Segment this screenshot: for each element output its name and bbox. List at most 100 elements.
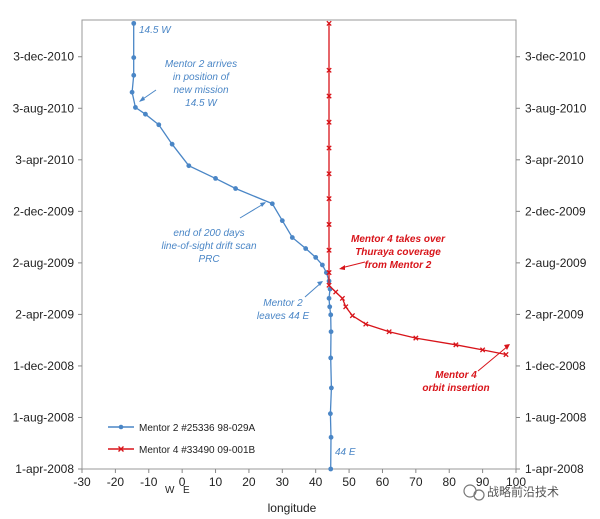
- mentor-2-point: [279, 218, 285, 224]
- series-mentor-2: [129, 20, 334, 472]
- mentor-2-point: [328, 355, 334, 361]
- mentor-2-point: [319, 262, 325, 268]
- mentor-4-point: [453, 342, 459, 348]
- annotation-takeover-3: from Mentor 2: [365, 260, 432, 271]
- y-tick-label-right: 1-dec-2008: [525, 359, 586, 373]
- mentor-2-point: [303, 246, 309, 251]
- mentor-4-point: [326, 20, 332, 27]
- annotation-44e-bottom: 44 E: [335, 447, 356, 458]
- legend-label-mentor-2: Mentor 2 #25336 98-029A: [139, 423, 256, 434]
- x-tick-label: 100: [506, 475, 526, 489]
- y-tick-label-left: 1-apr-2008: [15, 462, 74, 476]
- mentor-2-point: [328, 312, 334, 318]
- x-tick-label: 0: [179, 475, 186, 489]
- y-tick-label-right: 3-aug-2010: [525, 101, 587, 115]
- annotation-arrives-4: 14.5 W: [185, 98, 218, 109]
- y-tick-label-left: 2-dec-2009: [13, 204, 74, 218]
- arrowhead-mentor2-arrives: [139, 96, 145, 102]
- y-tick-label-left: 1-aug-2008: [13, 410, 75, 424]
- mentor-2-point: [143, 111, 148, 117]
- mentor-2-point: [213, 175, 218, 181]
- plot-area-frame: [81, 19, 517, 470]
- mentor-4-point: [326, 221, 332, 228]
- arrowhead-takes-over: [339, 265, 345, 270]
- mentor-4-point: [326, 196, 332, 202]
- annotation-takeover-2: Thuraya coverage: [355, 247, 441, 258]
- x-tick-label: 90: [476, 475, 490, 489]
- x-ticks: -30 -20 -10 0 10 20 30 40 50 60 70 80 90 100: [73, 469, 526, 489]
- mentor-4-point: [386, 329, 392, 335]
- annotation-takeover-1: Mentor 4 takes over: [351, 234, 446, 245]
- annotation-orbit-2: orbit insertion: [422, 383, 489, 394]
- mentor-2-point: [328, 329, 334, 335]
- mentor-4-point: [326, 93, 332, 99]
- y-tick-label-right: 3-apr-2010: [525, 153, 584, 167]
- watermark-text: 战略前沿技术: [487, 484, 559, 499]
- legend: Mentor 2 #25336 98-029A Mentor 4 #33490 …: [108, 423, 256, 456]
- mentor-2-point: [326, 295, 332, 301]
- x-axis-label: longitude: [268, 501, 317, 515]
- mentor-4-point: [326, 171, 332, 177]
- x-tick-label: -10: [140, 475, 158, 489]
- mentor-2-point: [328, 466, 334, 472]
- mentor-2-point: [327, 411, 333, 417]
- mentor-2-point: [131, 20, 137, 26]
- mentor-2-point: [269, 201, 275, 207]
- arrowhead-drift-scan: [260, 202, 266, 207]
- mentor-2-point: [129, 89, 135, 95]
- mentor-4-point: [349, 313, 356, 319]
- annotation-drift-3: PRC: [198, 254, 220, 265]
- x-tick-label: 80: [443, 475, 457, 489]
- annotation-14-5w-top: 14.5 W: [139, 25, 172, 36]
- y-ticks-left: 1-apr-2008 1-aug-2008 1-dec-2008 2-apr-2009…: [13, 50, 82, 476]
- east-label: E: [183, 485, 190, 496]
- watermark: 战略前沿技术: [463, 484, 559, 501]
- annotation-arrives-2: in position of: [173, 72, 230, 83]
- series-mentor-4: [326, 20, 509, 358]
- mentor-4-point: [333, 289, 339, 295]
- annotation-drift-2: line-of-sight drift scan: [161, 241, 256, 252]
- mentor-2-point: [131, 72, 137, 78]
- annotation-arrives-3: new mission: [173, 85, 228, 96]
- annotation-leaves-1: Mentor 2: [263, 298, 303, 309]
- x-tick-label: 20: [242, 475, 256, 489]
- y-tick-label-right: 2-aug-2009: [525, 256, 587, 270]
- x-tick-label: -20: [107, 475, 125, 489]
- y-tick-label-left: 3-apr-2010: [15, 153, 74, 167]
- mentor-2-point: [289, 235, 295, 240]
- mentor-4-point: [326, 282, 332, 288]
- mentor-2-point: [328, 385, 334, 391]
- arrowhead-orbit-insertion: [504, 344, 510, 350]
- legend-label-mentor-4: Mentor 4 #33490 09-001B: [139, 445, 256, 456]
- mentor-4-point: [326, 145, 332, 151]
- x-tick-label: 10: [209, 475, 223, 489]
- annotation-arrives-1: Mentor 2 arrives: [165, 59, 237, 70]
- mentor-4-point: [339, 295, 346, 302]
- west-label: W: [165, 485, 175, 496]
- x-tick-label: -30: [73, 475, 91, 489]
- mentor-2-point: [327, 304, 333, 310]
- mentor-4-point: [413, 335, 419, 341]
- y-tick-label-left: 2-apr-2009: [15, 307, 74, 321]
- y-tick-label-left: 1-dec-2008: [13, 359, 74, 373]
- annotation-leaves-2: leaves 44 E: [257, 311, 310, 322]
- mentor-2-point: [313, 254, 319, 260]
- x-tick-label: 60: [376, 475, 390, 489]
- x-tick-label: 50: [342, 475, 356, 489]
- mentor-4-point: [479, 347, 486, 353]
- mentor-2-point: [186, 163, 192, 169]
- x-tick-label: 70: [409, 475, 423, 489]
- mentor-4-point: [326, 119, 332, 125]
- mentor-2-point: [131, 55, 137, 60]
- y-tick-label-right: 1-apr-2008: [525, 462, 584, 476]
- mentor-2-point: [328, 434, 334, 440]
- mentor-2-point: [133, 105, 138, 110]
- arrow-orbit-insertion: [477, 345, 509, 372]
- annotation-orbit-1: Mentor 4: [435, 370, 477, 381]
- y-tick-label-left: 3-dec-2010: [13, 50, 74, 64]
- mentor-4-point: [326, 67, 332, 73]
- y-ticks-right: 1-apr-2008 1-aug-2008 1-dec-2008 2-apr-2009…: [516, 50, 587, 476]
- legend-marker-mentor-2: [118, 424, 124, 430]
- x-tick-label: 30: [276, 475, 290, 489]
